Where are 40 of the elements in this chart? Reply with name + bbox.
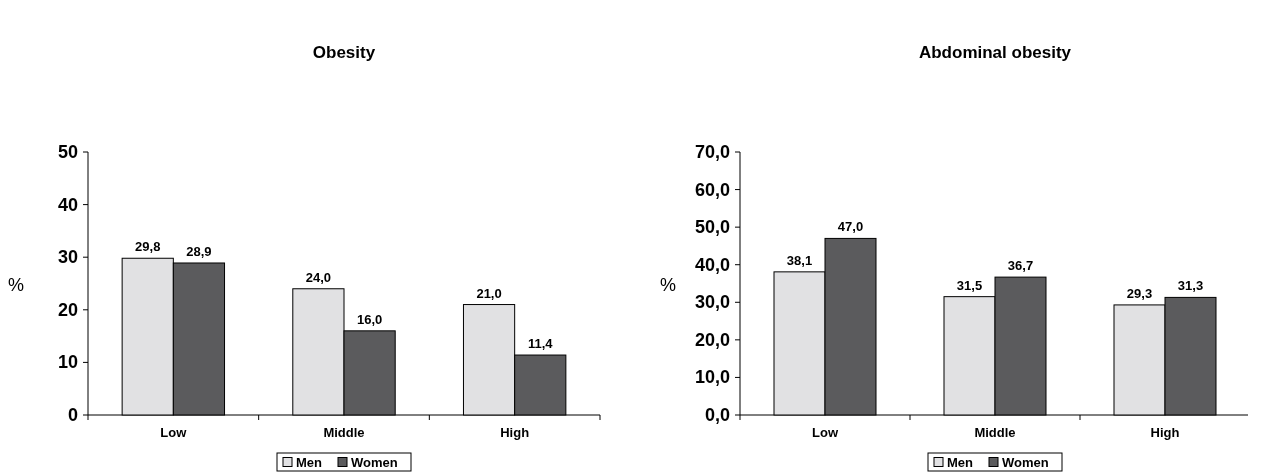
x-tick-label: Middle (974, 425, 1016, 440)
legend-label: Men (947, 454, 974, 470)
y-axis-title: % (659, 274, 677, 295)
y-tick-label: 10 (57, 352, 78, 373)
legend-label: Men (296, 454, 323, 470)
y-tick-label: 70,0 (694, 142, 730, 162)
y-tick-label: 40,0 (694, 254, 730, 275)
x-tick-label: High (500, 425, 530, 440)
y-tick-label: 60,0 (694, 179, 730, 200)
data-label: 31,5 (956, 277, 983, 293)
y-tick-label: 20 (57, 299, 78, 320)
y-tick-label: 20,0 (694, 329, 730, 350)
data-label: 11,4 (527, 336, 554, 352)
x-tick-label: Low (812, 425, 839, 440)
data-label: 36,7 (1007, 258, 1034, 274)
data-label: 16,0 (356, 311, 383, 327)
y-tick-label: 0,0 (704, 405, 730, 425)
data-label: 47,0 (837, 219, 864, 235)
x-tick-label: Low (160, 425, 188, 440)
chart-title: Abdominal obesity (918, 43, 1072, 62)
y-axis-title: % (7, 274, 25, 295)
y-tick-label: 10,0 (694, 367, 730, 388)
data-label: 21,0 (476, 285, 502, 301)
data-label: 29,3 (1126, 285, 1153, 301)
legend-label: Women (351, 454, 398, 470)
data-label: 29,8 (135, 239, 161, 255)
y-tick-label: 30 (57, 247, 78, 268)
y-tick-label: 50,0 (694, 217, 730, 238)
legend-label: Women (1002, 454, 1049, 470)
data-label: 28,9 (186, 243, 212, 259)
y-tick-label: 40 (57, 194, 78, 215)
x-tick-label: Middle (323, 425, 365, 440)
data-label: 24,0 (305, 269, 332, 285)
y-tick-label: 50 (57, 142, 78, 162)
x-tick-label: High (1150, 425, 1180, 440)
y-tick-label: 0 (67, 405, 78, 425)
data-label: 31,3 (1177, 278, 1204, 294)
data-label: 38,1 (786, 252, 813, 268)
chart-title: Obesity (312, 43, 376, 62)
y-tick-label: 30,0 (694, 292, 730, 313)
